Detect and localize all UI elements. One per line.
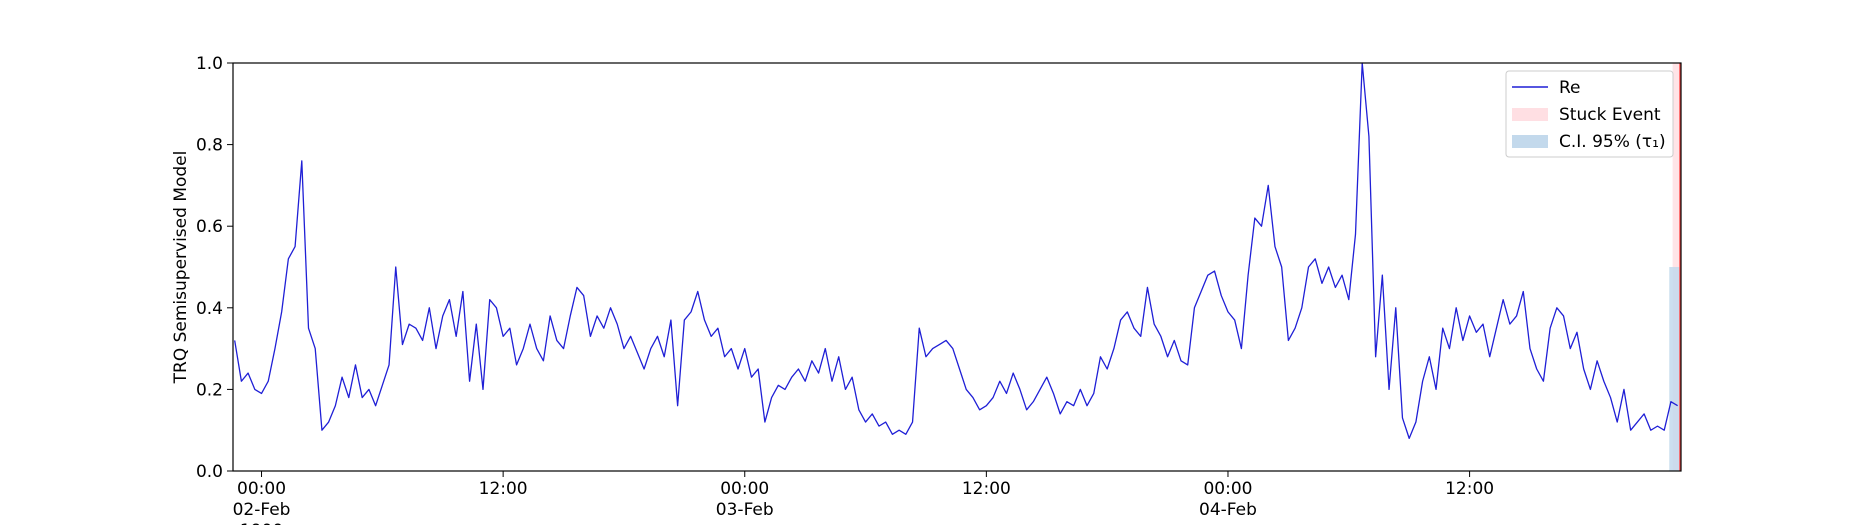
x-tick-label: 12:00 (962, 479, 1011, 499)
legend-patch (1512, 108, 1548, 121)
x-tick-label: 00:00 04-Feb (1199, 479, 1257, 520)
legend-label: C.I. 95% (τ₁) (1559, 132, 1666, 152)
shaded-span (1669, 267, 1681, 471)
legend-patch (1512, 135, 1548, 148)
series-line (234, 62, 1678, 440)
x-tick-label: 12:00 (479, 479, 528, 499)
x-tick-label: 00:00 03-Feb (716, 479, 774, 520)
legend-label: Stuck Event (1559, 105, 1661, 125)
plot-frame (232, 62, 1682, 472)
legend-label: Re (1559, 78, 1581, 98)
y-tick-label: 0.2 (196, 380, 223, 400)
y-tick-label: 0.6 (196, 217, 223, 237)
y-axis-label: TRQ Semisupervised Model (171, 151, 191, 385)
y-tick-label: 0.4 (196, 299, 223, 319)
y-tick-label: 1.0 (196, 54, 223, 74)
y-tick-label: 0.0 (196, 462, 223, 482)
legend: Re Stuck Event C.I. 95% (τ₁) (1505, 70, 1674, 158)
x-tick-label: 12:00 (1445, 479, 1494, 499)
y-tick-label: 0.8 (196, 136, 223, 156)
